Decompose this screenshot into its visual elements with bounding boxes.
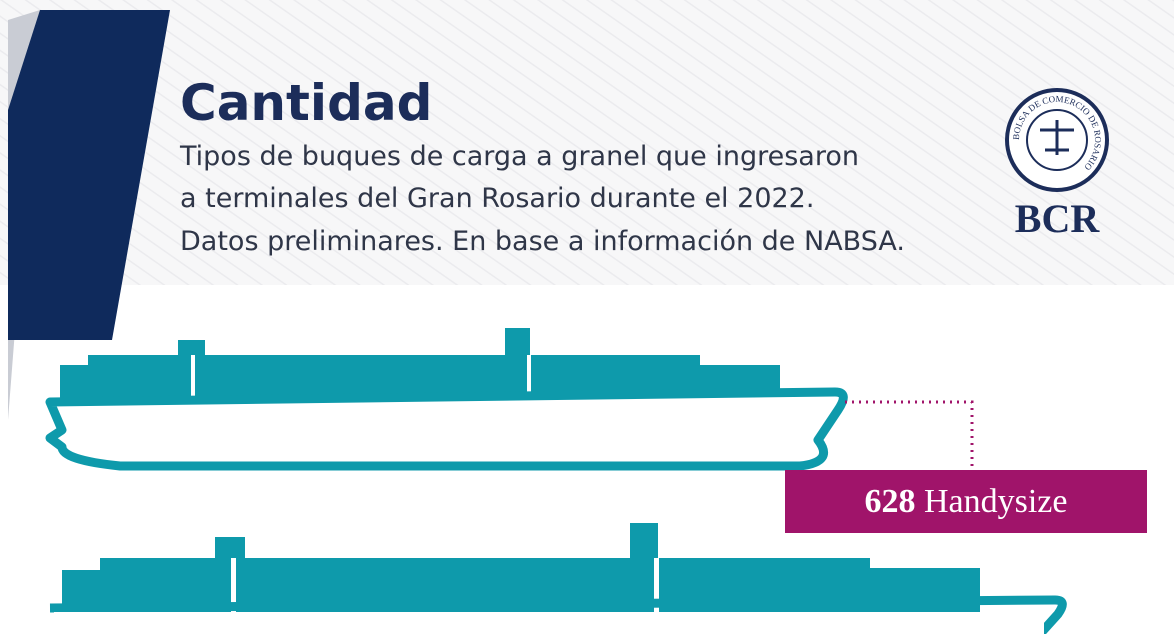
logo: BOLSA DE COMERCIO DE ROSARIO BCR <box>1007 90 1107 241</box>
ship <box>50 328 843 466</box>
ship <box>50 523 1062 634</box>
subtitle-line: Tipos de buques de carga a granel que in… <box>179 141 859 172</box>
ship-count: 628 <box>864 483 915 520</box>
infographic: Cantidad Tipos de buques de carga a gran… <box>0 0 1174 634</box>
connector <box>845 402 972 470</box>
subtitle-line: Datos preliminares. En base a informació… <box>180 226 905 257</box>
ship-label: 628 Handysize <box>864 483 1067 520</box>
ship-type: Handysize <box>924 483 1068 520</box>
logo-text: BCR <box>1015 196 1101 241</box>
title: Cantidad <box>180 74 432 132</box>
subtitle-line: a terminales del Gran Rosario durante el… <box>180 183 814 214</box>
